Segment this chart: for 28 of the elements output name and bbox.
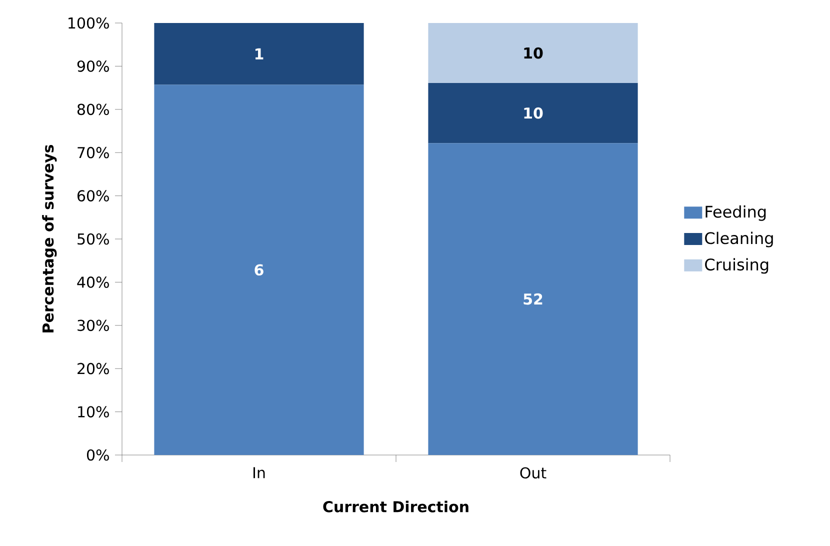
x-tick-label: Out: [520, 467, 546, 479]
legend-label: Cruising: [705, 258, 768, 274]
bar: [154, 22, 364, 85]
y-tick-label: 90%: [77, 60, 109, 72]
annotation: 10: [524, 47, 543, 59]
bar: [428, 83, 638, 144]
y-tick-label: 20%: [78, 362, 109, 374]
bar: [154, 84, 364, 455]
y-tick-label: 30%: [78, 320, 109, 332]
annotation: 6: [254, 264, 264, 276]
y-tick-label: 60%: [78, 190, 109, 202]
legend-label: Cleaning: [705, 232, 773, 248]
y-tick-label: 70%: [78, 146, 109, 158]
bar: [428, 143, 638, 455]
annotation: 10: [524, 107, 543, 119]
y-tick-label: 100%: [68, 17, 109, 29]
annotation: 1: [255, 48, 264, 60]
legend-label: Feeding: [706, 205, 766, 221]
y-axis-title: Percentage of surveys: [42, 144, 57, 332]
y-tick-label: 40%: [77, 276, 109, 288]
x-tick-label: In: [254, 467, 265, 478]
y-tick-label: 80%: [77, 104, 109, 116]
bar: [428, 22, 638, 84]
y-tick-label: 10%: [78, 406, 109, 418]
y-tick-label: 0%: [86, 449, 109, 461]
x-axis-title: Current Direction: [323, 500, 468, 512]
annotation: 52: [524, 293, 542, 305]
y-tick-label: 50%: [78, 233, 109, 245]
